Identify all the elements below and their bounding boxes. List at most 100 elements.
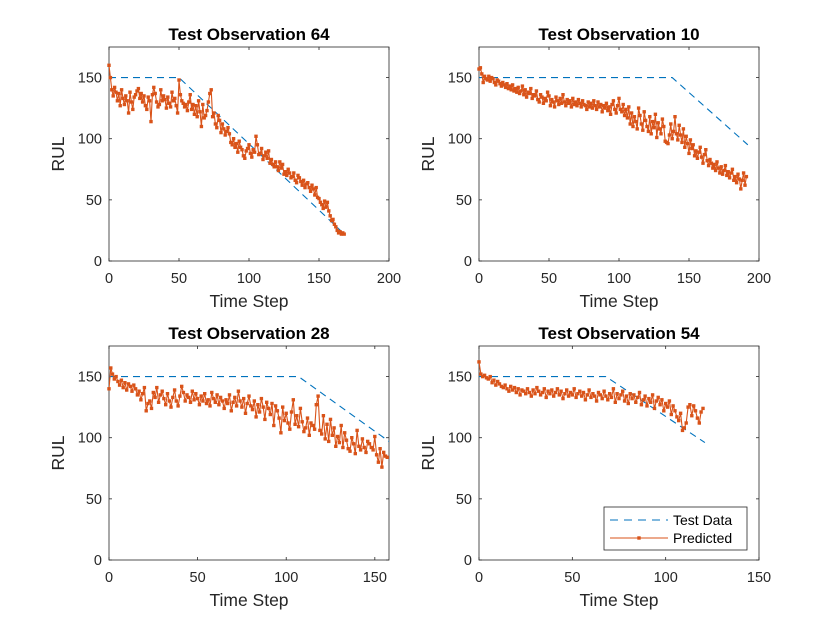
data-point [119, 88, 124, 92]
data-point [641, 398, 645, 402]
data-point [673, 409, 677, 413]
data-point [546, 389, 550, 393]
data-point [553, 390, 558, 395]
data-point [344, 438, 349, 442]
data-point [509, 384, 513, 389]
data-point [247, 394, 251, 398]
data-point [181, 101, 185, 105]
data-point [722, 168, 726, 173]
data-point [630, 396, 634, 401]
data-point [626, 401, 630, 406]
data-point [525, 387, 530, 391]
data-point [604, 101, 609, 105]
data-point [327, 439, 331, 444]
data-point [676, 138, 680, 142]
data-point [335, 228, 339, 233]
data-point [238, 145, 243, 149]
data-point [230, 143, 234, 147]
y-axis-label: RUL [48, 136, 68, 171]
data-point [303, 185, 307, 190]
data-point [123, 381, 127, 385]
data-point [555, 387, 560, 391]
data-point [522, 389, 526, 393]
data-point [125, 388, 129, 392]
data-point [174, 399, 178, 403]
data-point [210, 390, 214, 395]
x-tick-label: 50 [541, 271, 557, 287]
data-point [111, 94, 115, 98]
data-point [632, 393, 636, 397]
data-point [574, 395, 578, 400]
data-point [664, 401, 668, 406]
data-point [300, 183, 304, 187]
data-point [727, 176, 732, 180]
data-point [309, 421, 313, 425]
data-point [702, 152, 707, 157]
data-point [139, 398, 143, 402]
data-point [226, 401, 230, 406]
data-point [167, 399, 171, 403]
data-point [318, 200, 323, 204]
data-point [337, 440, 342, 445]
data-point [734, 181, 739, 185]
data-point [369, 445, 373, 450]
data-point [642, 110, 646, 114]
data-point [705, 159, 709, 163]
data-point [601, 104, 606, 108]
data-point [332, 222, 337, 226]
data-point [551, 100, 555, 104]
data-point [618, 107, 623, 112]
data-point [334, 225, 338, 229]
data-point [194, 104, 198, 108]
data-point [231, 400, 235, 404]
data-point [171, 99, 176, 103]
data-point [622, 113, 627, 118]
data-point [279, 431, 283, 435]
series-line-test-data [109, 376, 389, 442]
data-point [583, 104, 588, 108]
data-point [619, 393, 623, 397]
data-point [353, 451, 357, 456]
data-point [341, 445, 345, 450]
data-point [691, 143, 695, 147]
data-point [559, 101, 564, 105]
data-point [131, 107, 135, 112]
x-tick-label: 0 [105, 570, 113, 586]
data-point [622, 399, 627, 403]
data-point [677, 123, 681, 127]
data-point [523, 88, 527, 92]
data-point [606, 108, 610, 113]
data-point [669, 122, 673, 126]
data-point [678, 133, 683, 137]
data-point [348, 449, 352, 453]
x-axis-label: Time Step [579, 291, 658, 311]
data-point [282, 172, 286, 176]
data-point [545, 90, 550, 94]
data-point [128, 90, 132, 94]
data-point [142, 94, 146, 98]
data-point [188, 400, 193, 404]
data-point [625, 116, 630, 120]
data-point [148, 399, 152, 403]
chart-title: Test Observation 28 [168, 324, 329, 343]
data-point [307, 433, 311, 437]
data-point [209, 88, 213, 92]
data-point [220, 122, 225, 126]
data-point [201, 399, 205, 403]
data-point [726, 170, 730, 174]
data-point [492, 80, 497, 85]
x-tick-label: 0 [475, 570, 483, 586]
data-point [219, 130, 223, 135]
data-point [378, 447, 382, 451]
data-point [114, 374, 118, 379]
data-point [524, 392, 528, 396]
data-point [194, 392, 198, 396]
data-point [488, 374, 492, 379]
data-point [665, 405, 670, 409]
data-point [227, 393, 232, 397]
data-point [224, 129, 229, 134]
data-point [126, 111, 131, 115]
data-point [564, 104, 568, 108]
data-point [687, 151, 691, 156]
data-point [380, 465, 384, 469]
